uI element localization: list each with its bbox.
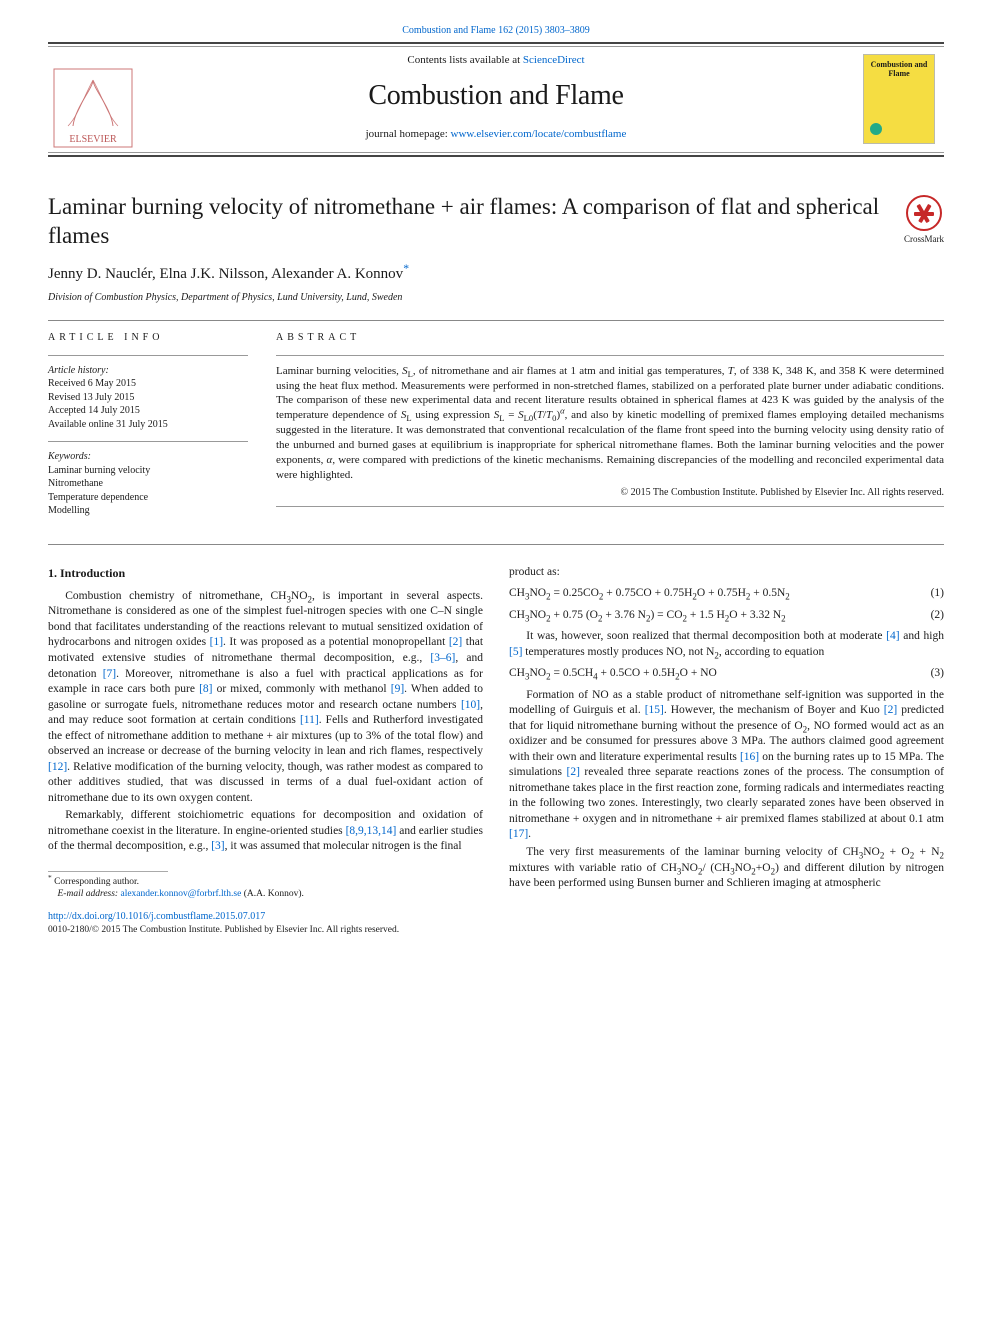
abstract-heading: ABSTRACT [276,331,944,345]
publisher-logo-cell: ELSEVIER [48,47,138,152]
ref-3[interactable]: [3] [211,840,224,852]
rule-mast-outer [48,155,944,157]
email-suffix: (A.A. Konnov). [241,889,304,899]
rule-above-info [48,320,944,321]
keyword-2: Temperature dependence [48,491,248,505]
history-online: Available online 31 July 2015 [48,418,248,432]
crossmark-badge[interactable]: CrossMark [904,195,944,245]
history-accepted: Accepted 14 July 2015 [48,404,248,418]
issn-copyright: 0010-2180/© 2015 The Combustion Institut… [48,924,944,937]
eqnum-1: (1) [916,586,944,602]
journal-name: Combustion and Flame [138,77,854,115]
footnote-rule [48,871,168,872]
crossmark-icon [906,195,942,231]
doi-line: http://dx.doi.org/10.1016/j.combustflame… [48,910,944,924]
ref-8[interactable]: [8] [199,683,212,695]
sciencedirect-link[interactable]: ScienceDirect [523,54,585,66]
ref-2c[interactable]: [2] [567,766,580,778]
top-citation: Combustion and Flame 162 (2015) 3803–380… [48,24,944,38]
abstract-text: Laminar burning velocities, SL, of nitro… [276,364,944,483]
column-right: product as: CH3NO2 = 0.25CO2 + 0.75CO + … [509,565,944,901]
abstract-copyright: © 2015 The Combustion Institute. Publish… [276,486,944,500]
affiliation: Division of Combustion Physics, Departme… [48,291,944,305]
elsevier-logo-icon: ELSEVIER [53,68,133,148]
ref-7[interactable]: [7] [103,668,116,680]
rule-below-abs [48,544,944,545]
keyword-0: Laminar burning velocity [48,464,248,478]
globe-icon [870,123,882,135]
rule-top-outer [48,42,944,44]
corresponding-email[interactable]: alexander.konnov@forbrf.lth.se [120,889,241,899]
ref-3-6[interactable]: [3–6] [430,652,455,664]
elsevier-text: ELSEVIER [69,134,117,145]
crossmark-label: CrossMark [904,233,944,245]
rule-info-2 [48,441,248,442]
article-info: ARTICLE INFO Article history: Received 6… [48,331,248,528]
email-label: E-mail address: [58,889,121,899]
paper-title: Laminar burning velocity of nitromethane… [48,193,886,251]
rule-mast-inner [48,152,944,153]
corresponding-label: Corresponding author. [54,877,139,887]
journal-cover-icon: Combustion and Flame [863,54,935,144]
column-left: 1. Introduction Combustion chemistry of … [48,565,483,901]
ref-11[interactable]: [11] [300,714,319,726]
article-info-heading: ARTICLE INFO [48,331,248,345]
equation-1: CH3NO2 = 0.25CO2 + 0.75CO + 0.75H2O + 0.… [509,586,944,602]
history-received: Received 6 May 2015 [48,377,248,391]
rule-abs-top [276,355,944,356]
body-columns: 1. Introduction Combustion chemistry of … [48,565,944,901]
ref-16[interactable]: [16] [740,751,759,763]
rule-abs-bottom [276,506,944,507]
eqnum-3: (3) [916,666,944,682]
right-intro: product as: [509,565,944,581]
eqnum-2: (2) [916,608,944,624]
journal-homepage: journal homepage: www.elsevier.com/locat… [138,127,854,142]
journal-cover-cell: Combustion and Flame [854,47,944,152]
equation-3: CH3NO2 = 0.5CH4 + 0.5CO + 0.5H2O + NO (3… [509,666,944,682]
rule-info-1 [48,355,248,356]
top-citation-link[interactable]: Combustion and Flame 162 (2015) 3803–380… [402,25,590,36]
masthead: ELSEVIER Contents lists available at Sci… [48,47,944,152]
section-heading-intro: 1. Introduction [48,565,483,581]
contents-available: Contents lists available at ScienceDirec… [138,53,854,68]
corresponding-marker[interactable]: * [403,266,409,282]
ref-5[interactable]: [5] [509,646,522,658]
history-revised: Revised 13 July 2015 [48,391,248,405]
homepage-link[interactable]: www.elsevier.com/locate/combustflame [451,128,627,140]
authors: Jenny D. Nauclér, Elna J.K. Nilsson, Ale… [48,264,944,284]
footnote-block: * Corresponding author. E-mail address: … [48,876,483,901]
homepage-prefix: journal homepage: [366,128,451,140]
ref-15[interactable]: [15] [645,704,664,716]
ref-8-9-13-14[interactable]: [8,9,13,14] [346,825,397,837]
keyword-1: Nitromethane [48,477,248,491]
ref-1[interactable]: [1] [210,636,223,648]
doi-link[interactable]: http://dx.doi.org/10.1016/j.combustflame… [48,911,265,922]
keywords-label: Keywords: [48,450,248,464]
equation-2: CH3NO2 + 0.75 (O2 + 3.76 N2) = CO2 + 1.5… [509,608,944,624]
authors-list: Jenny D. Nauclér, Elna J.K. Nilsson, Ale… [48,266,403,282]
ref-2[interactable]: [2] [449,636,462,648]
ref-4[interactable]: [4] [886,630,899,642]
history-label: Article history: [48,364,248,378]
cover-title: Combustion and Flame [866,61,932,79]
ref-12[interactable]: [12] [48,761,67,773]
ref-2b[interactable]: [2] [884,704,897,716]
contents-prefix: Contents lists available at [407,54,522,66]
abstract: ABSTRACT Laminar burning velocities, SL,… [276,331,944,528]
ref-17[interactable]: [17] [509,828,528,840]
keyword-3: Modelling [48,504,248,518]
ref-10[interactable]: [10] [461,699,480,711]
ref-9[interactable]: [9] [391,683,404,695]
